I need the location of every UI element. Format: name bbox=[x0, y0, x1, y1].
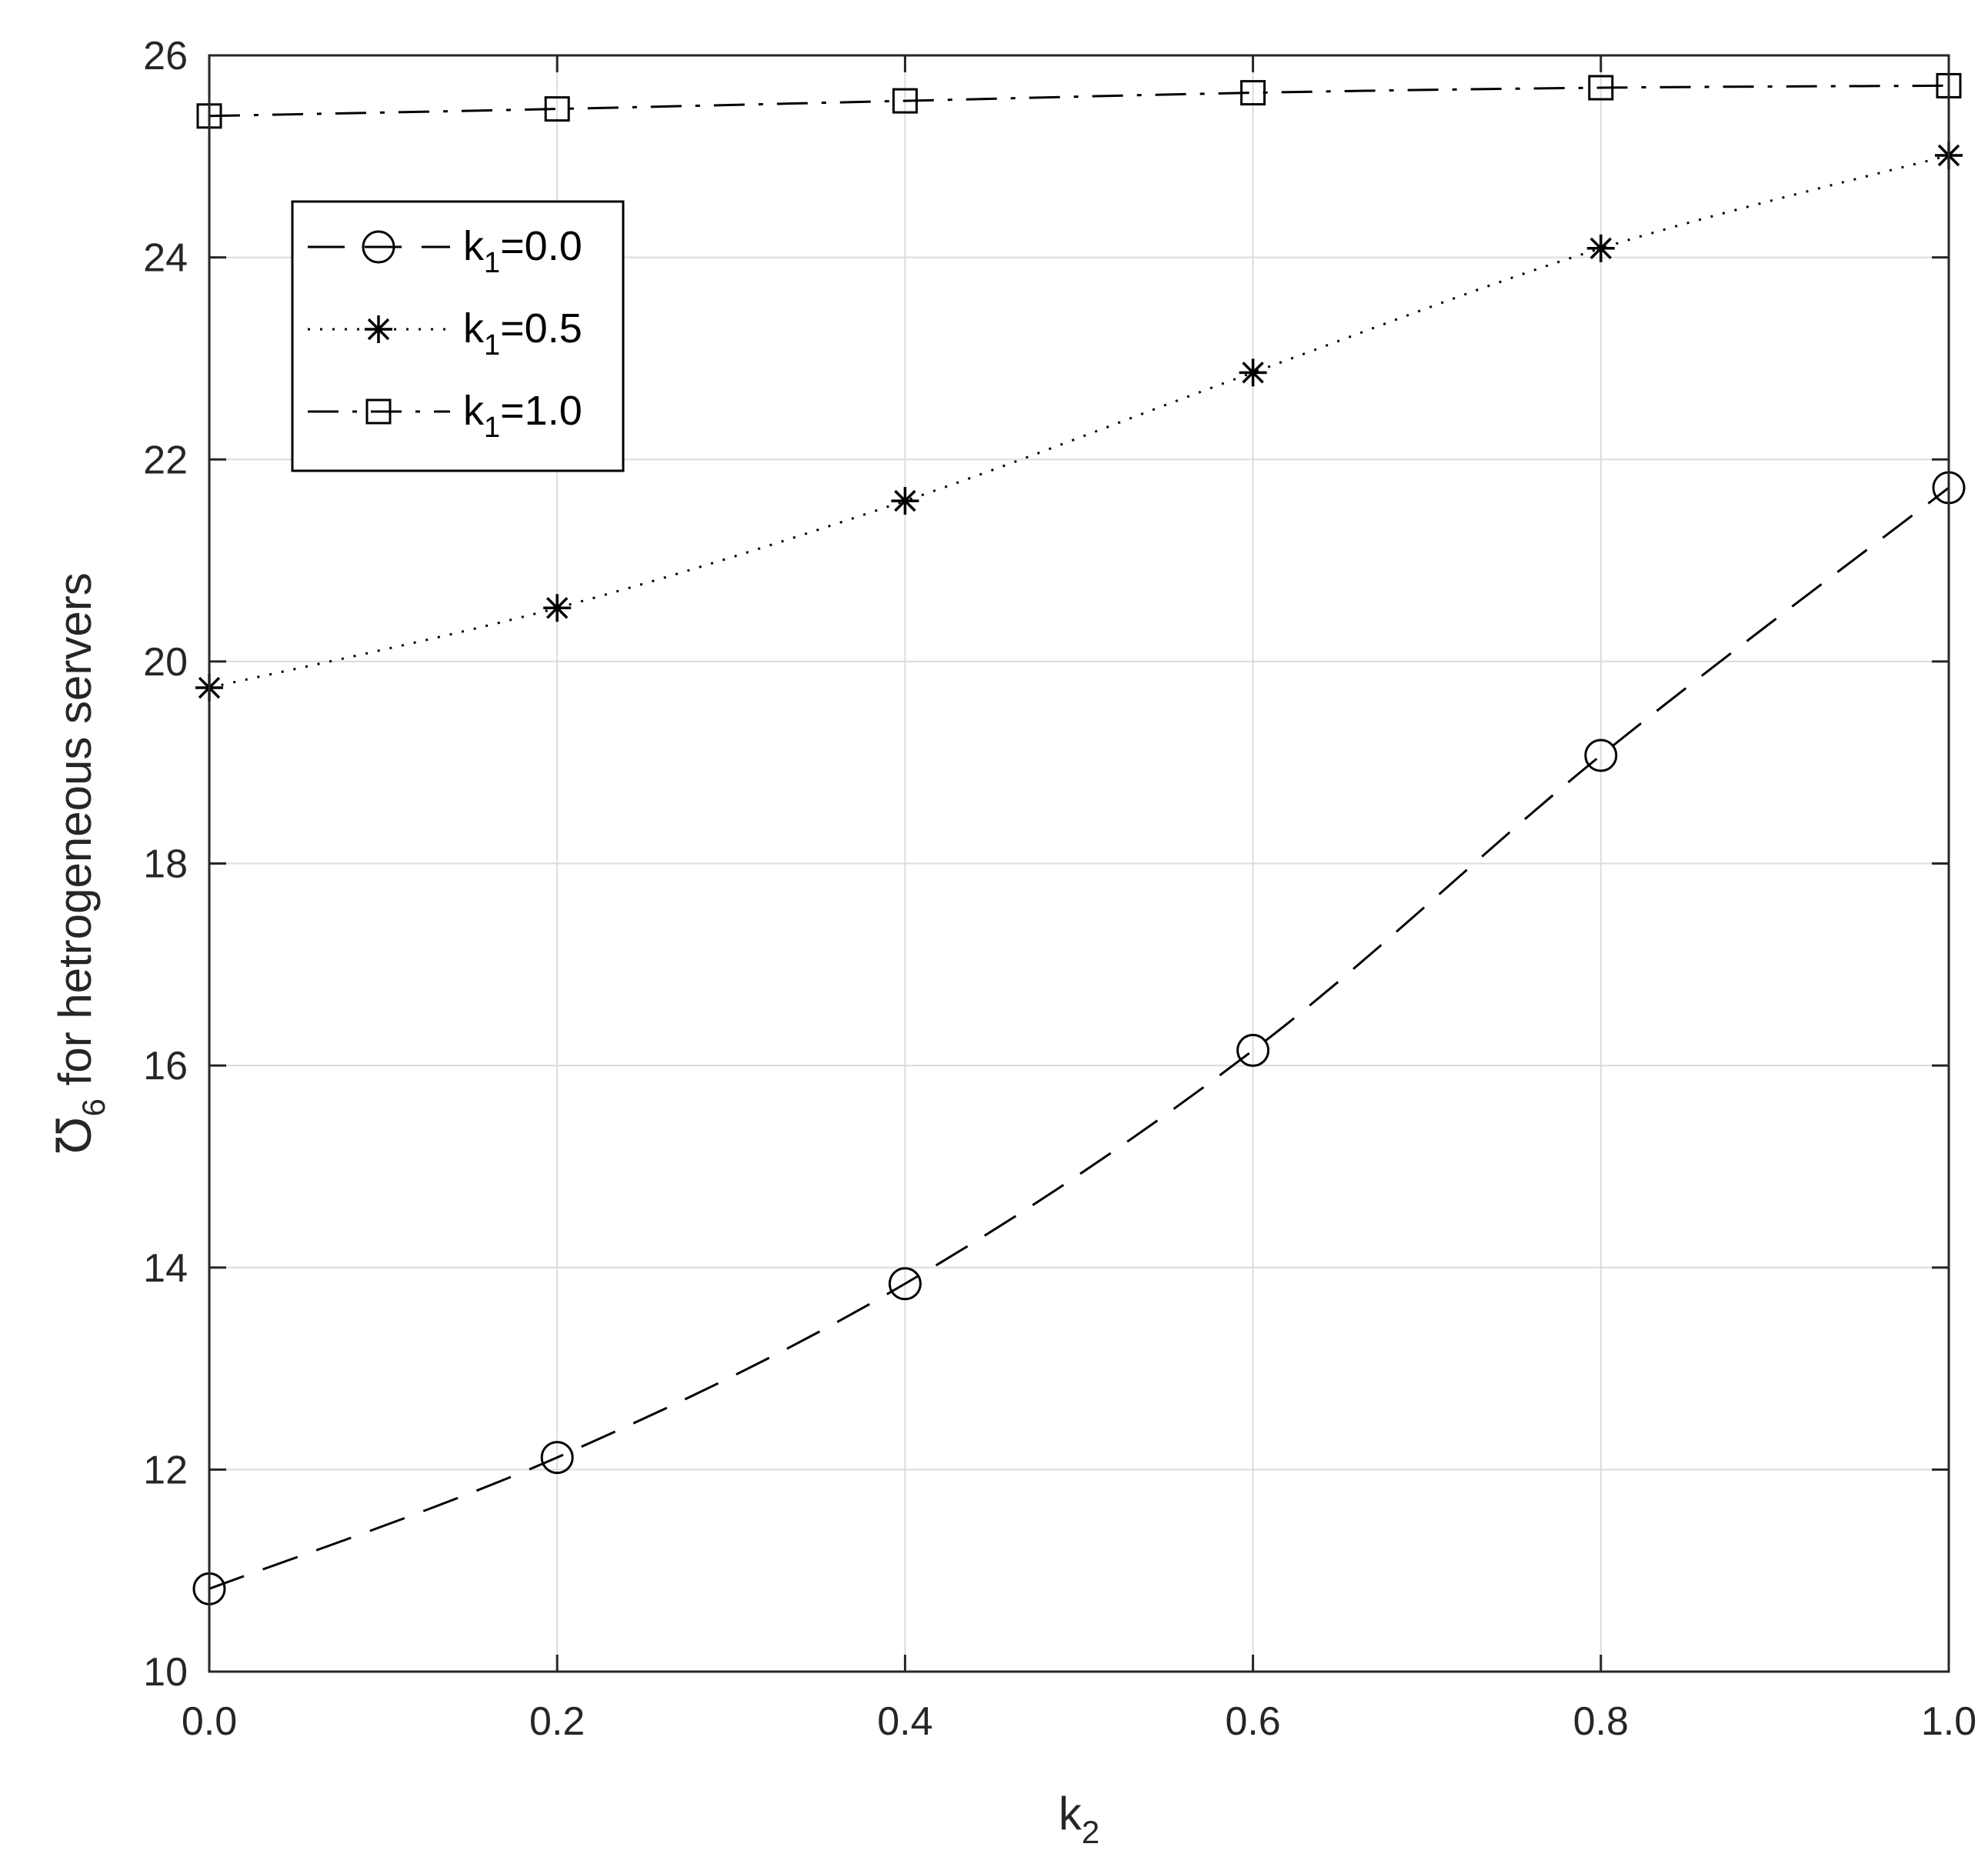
circle-marker bbox=[1236, 1033, 1270, 1067]
legend-item: k1=0.5 bbox=[308, 305, 582, 362]
legend-item: k1=0.0 bbox=[308, 223, 582, 279]
y-tick-label: 12 bbox=[143, 1448, 188, 1492]
star-stroke bbox=[546, 597, 569, 619]
circle-marker bbox=[362, 230, 395, 264]
series-line bbox=[208, 84, 1950, 118]
y-tick-label: 22 bbox=[143, 438, 188, 482]
star-marker bbox=[543, 594, 572, 622]
x-tick-label: 0.6 bbox=[1225, 1699, 1280, 1744]
square-marker bbox=[1588, 75, 1614, 101]
y-tick-label: 24 bbox=[143, 236, 188, 281]
x-axis-label: k2 bbox=[1059, 1788, 1099, 1850]
star-marker bbox=[1586, 234, 1615, 262]
legend-label: k1=0.0 bbox=[463, 223, 582, 279]
circle-marker bbox=[540, 1441, 574, 1475]
star-stroke bbox=[367, 318, 390, 341]
x-tick-label: 1.0 bbox=[1921, 1699, 1976, 1744]
square-marker bbox=[365, 398, 392, 425]
legend-box bbox=[291, 200, 625, 472]
legend: k1=0.0 k1=0.5 k1=1.0 bbox=[291, 200, 625, 472]
legend-label: k1=0.5 bbox=[463, 305, 582, 362]
y-tick-label: 14 bbox=[143, 1246, 188, 1291]
y-tick-label: 16 bbox=[143, 1044, 188, 1089]
star-marker bbox=[891, 487, 919, 515]
y-axis-label: Ʊ6 for hetrogeneous servers bbox=[45, 572, 112, 1154]
y-tick-label: 26 bbox=[143, 34, 188, 78]
x-tick-label: 0.0 bbox=[182, 1699, 237, 1744]
x-tick-label: 0.4 bbox=[877, 1699, 932, 1744]
y-tick-label: 10 bbox=[143, 1650, 188, 1695]
x-tick-label: 0.8 bbox=[1573, 1699, 1629, 1744]
x-tick-label: 0.2 bbox=[529, 1699, 585, 1744]
legend-label: k1=1.0 bbox=[463, 388, 582, 444]
legend-item: k1=1.0 bbox=[308, 388, 582, 444]
star-stroke bbox=[1242, 362, 1264, 384]
circle-marker bbox=[888, 1267, 922, 1301]
square-marker bbox=[1240, 80, 1266, 106]
square-marker bbox=[544, 96, 570, 122]
y-tick-label: 18 bbox=[143, 842, 188, 887]
star-marker bbox=[365, 315, 392, 343]
star-marker bbox=[1239, 358, 1267, 387]
ticks: 0.0 0.2 0.4 0.6 0.8 1.0 10 12 14 16 18 20 22 24 26 bbox=[143, 34, 1976, 1744]
star-stroke bbox=[1589, 237, 1612, 260]
star-stroke bbox=[894, 489, 916, 512]
series-line bbox=[208, 486, 1950, 1590]
square-marker bbox=[892, 88, 918, 114]
circle-marker bbox=[1584, 738, 1618, 772]
y-tick-label: 20 bbox=[143, 640, 188, 685]
